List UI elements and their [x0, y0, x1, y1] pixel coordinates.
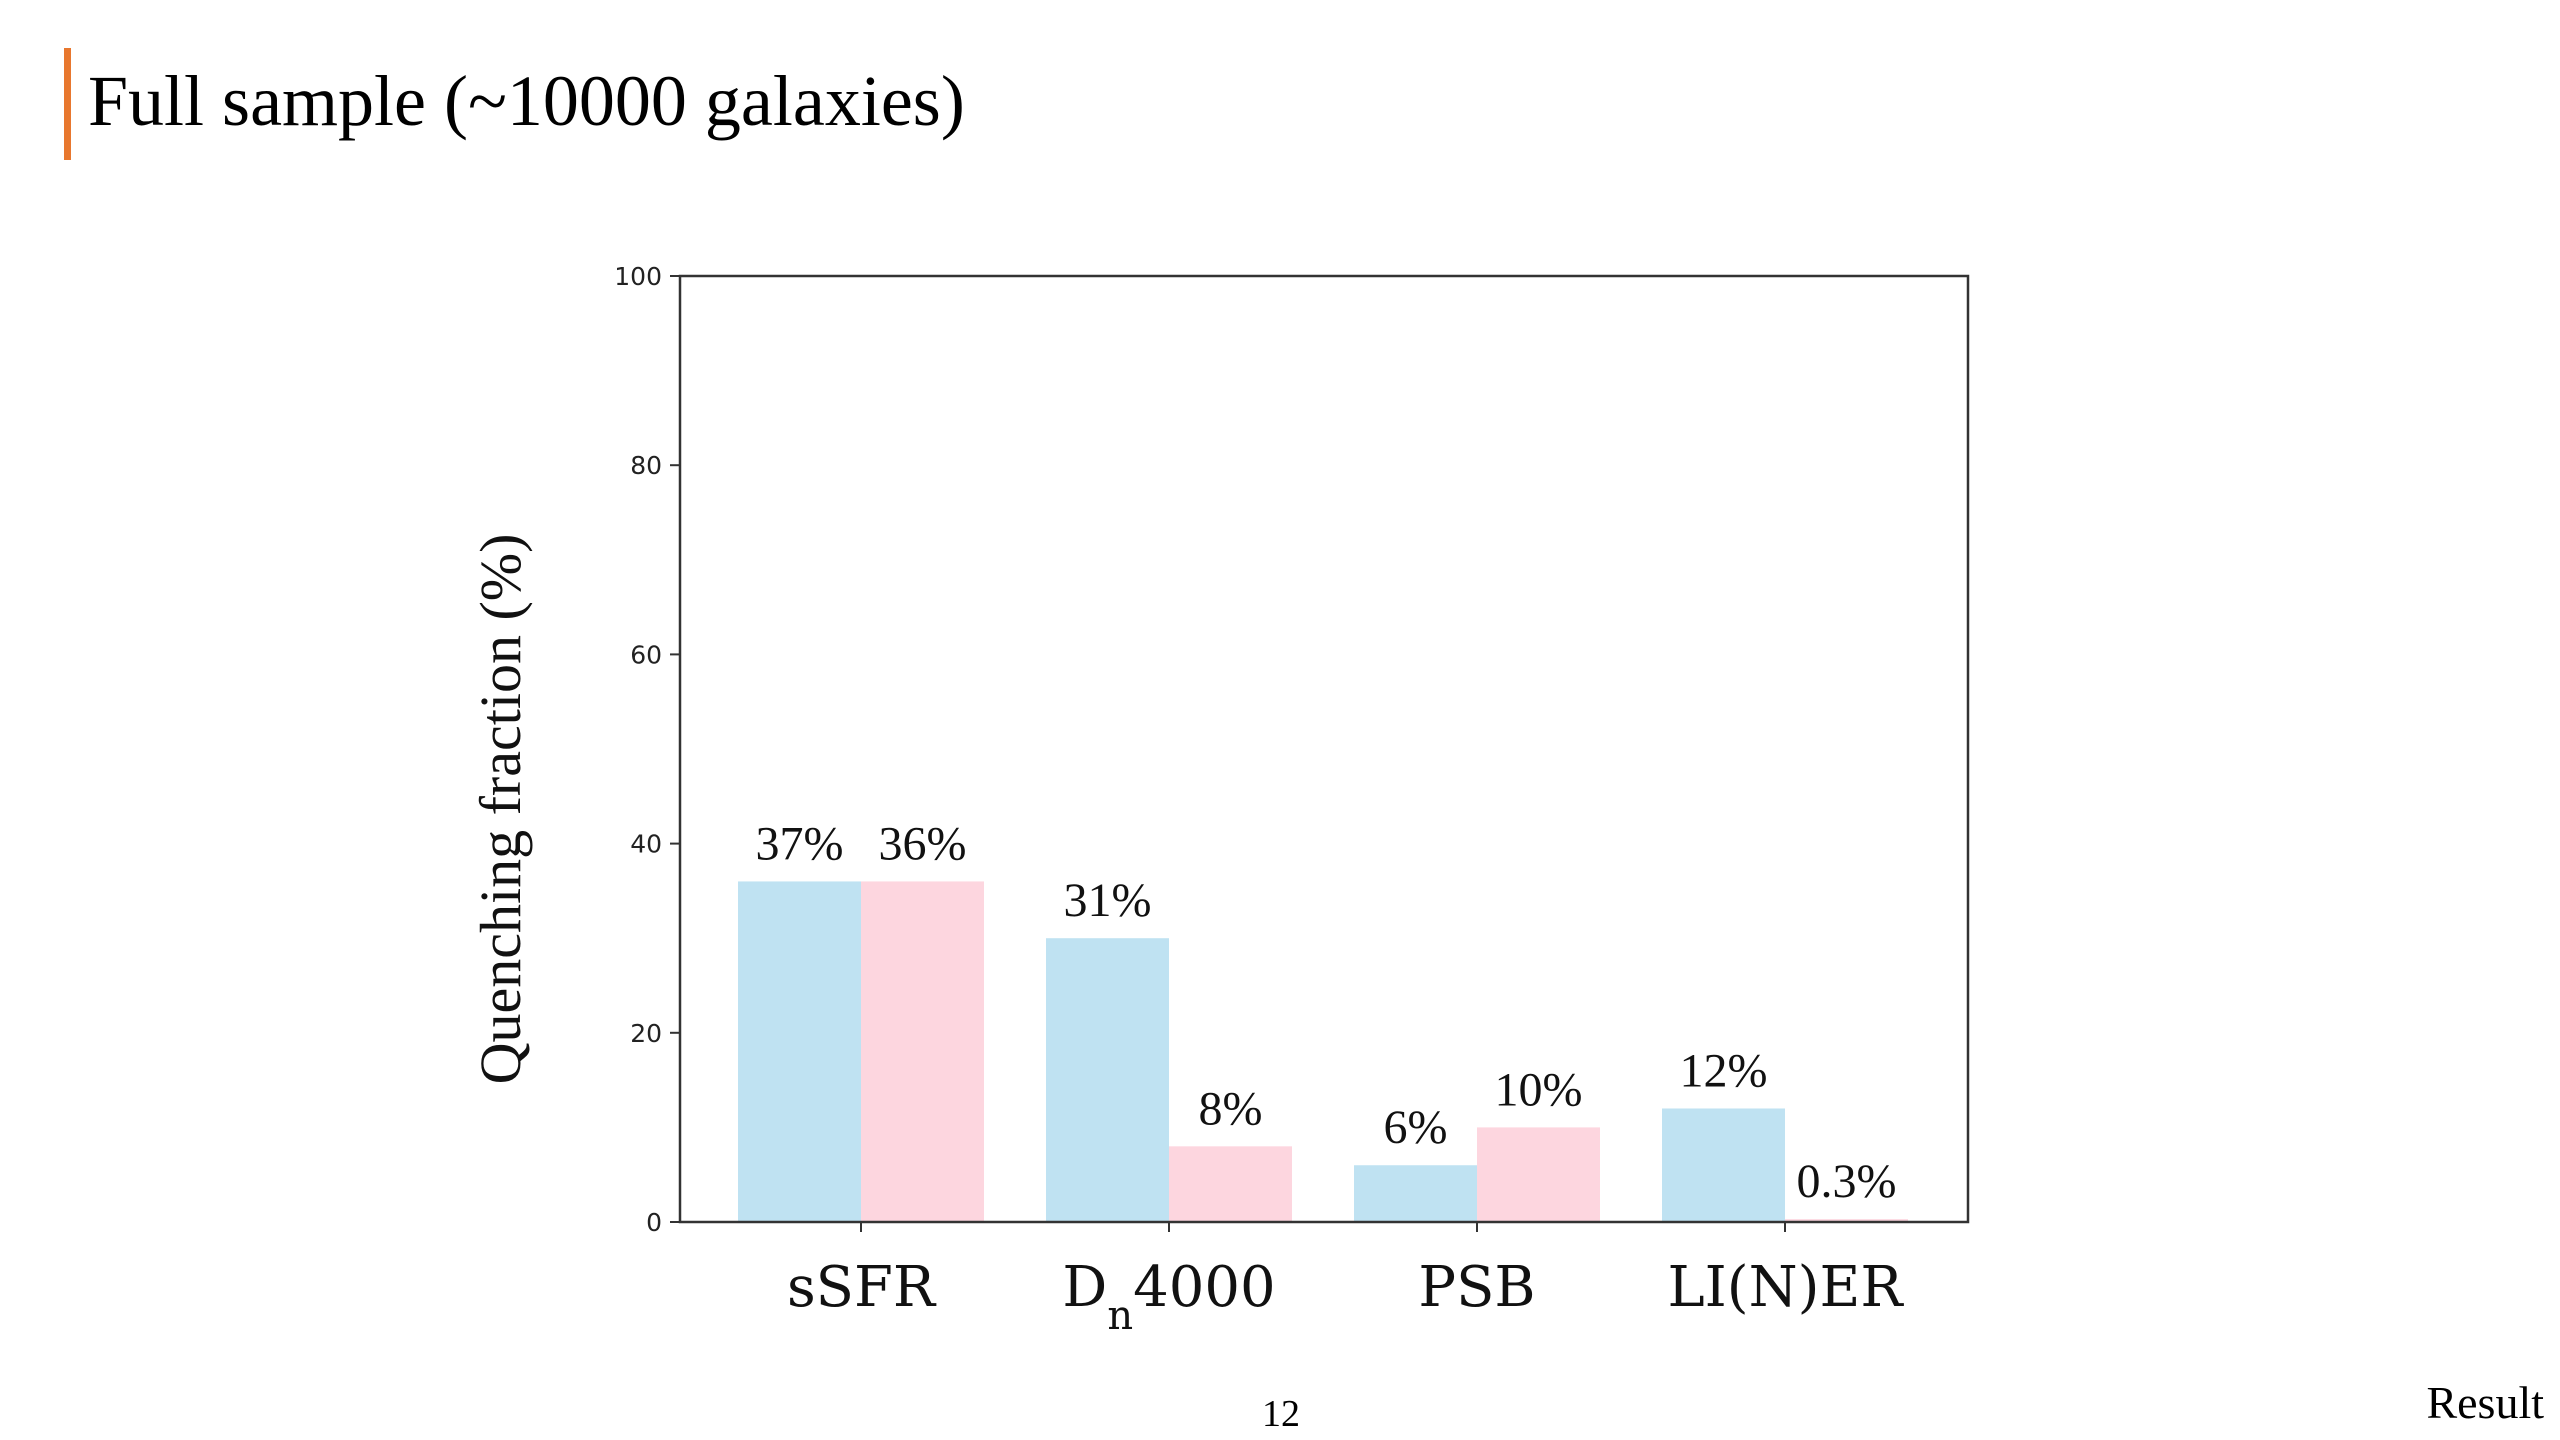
y-axis-title: Quenching fraction (%)	[468, 534, 533, 1085]
bar-ssfr-series-1	[738, 881, 861, 1222]
bar-psb-series-2	[1477, 1127, 1600, 1222]
value-label: 0.3%	[1797, 1155, 1897, 1208]
plot-frame	[678, 274, 1970, 1224]
bar-psb-series-1	[1354, 1165, 1477, 1222]
bar-dn4000-series-2	[1169, 1146, 1292, 1222]
value-label: 8%	[1199, 1082, 1263, 1135]
value-label: 12%	[1680, 1044, 1768, 1097]
title-accent-bar	[64, 48, 71, 160]
value-label: 36%	[879, 817, 967, 870]
bar-liner-series-2	[1785, 1219, 1908, 1222]
x-category-label: LI(N)ER	[1667, 1255, 1904, 1320]
bar-liner-series-1	[1662, 1108, 1785, 1222]
y-tick-label: 0	[646, 1208, 662, 1237]
x-category-label: PSB	[1418, 1255, 1535, 1320]
section-label: Result	[2426, 1377, 2544, 1428]
bar-ssfr-series-2	[861, 881, 984, 1222]
y-tick-label: 100	[614, 262, 662, 291]
bar-dn4000-series-1	[1046, 938, 1169, 1222]
y-tick-label: 60	[630, 640, 662, 669]
y-tick-label: 80	[630, 451, 662, 480]
value-label: 6%	[1384, 1101, 1448, 1154]
y-tick-label: 20	[630, 1019, 662, 1048]
value-label: 37%	[756, 817, 844, 870]
value-label: 31%	[1064, 874, 1152, 927]
y-tick-label: 40	[630, 830, 662, 859]
x-category-label: sSFR	[787, 1255, 937, 1320]
slide-title: Full sample (~10000 galaxies)	[88, 61, 965, 141]
page-number: 12	[1262, 1393, 1300, 1435]
value-label: 10%	[1495, 1063, 1583, 1116]
x-category-label: Dn4000	[1062, 1255, 1275, 1339]
